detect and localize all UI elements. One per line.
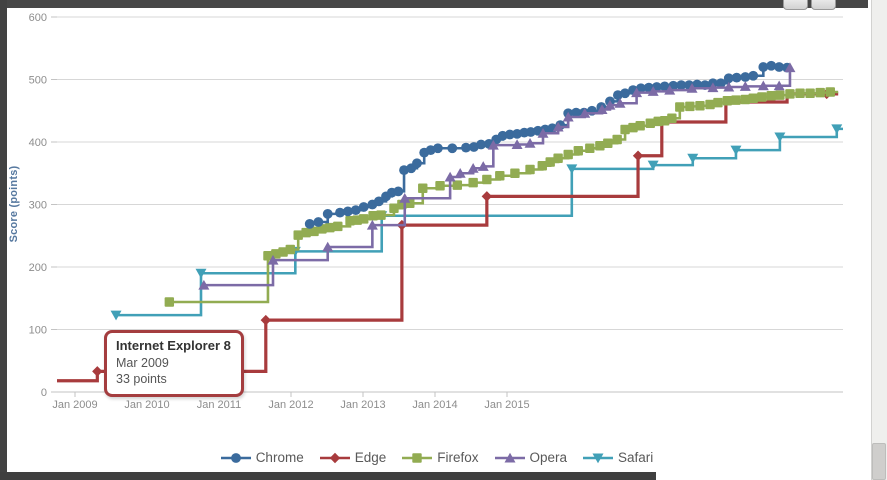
opera-legend-marker-icon xyxy=(494,452,525,462)
legend-label: Opera xyxy=(529,450,568,465)
edge-legend-marker-icon xyxy=(319,452,350,463)
y-axis-title: Score (points) xyxy=(8,165,20,243)
series-opera[interactable] xyxy=(198,62,796,290)
x-tick-label: Jan 2011 xyxy=(197,399,241,411)
window-left-edge xyxy=(0,0,7,480)
window-top-edge xyxy=(0,0,868,8)
series-safari[interactable] xyxy=(110,124,843,321)
tooltip-date: Mar 2009 xyxy=(116,355,169,370)
chart-legend: Chrome Edge Firefox Opera Safari xyxy=(57,450,817,465)
y-tick-label: 0 xyxy=(41,387,47,399)
tooltip-title: Internet Explorer 8 xyxy=(116,338,231,353)
tooltip-value: 33 points xyxy=(116,372,167,387)
y-tick-label: 100 xyxy=(29,325,47,337)
safari-legend-marker-icon xyxy=(583,453,614,463)
x-tick-label: Jan 2013 xyxy=(340,399,385,411)
y-tick-label: 400 xyxy=(29,137,47,149)
legend-item-opera[interactable]: Opera xyxy=(494,450,568,465)
x-tick-label: Jan 2014 xyxy=(412,399,457,411)
series-firefox[interactable] xyxy=(164,87,839,307)
x-tick-label: Jan 2015 xyxy=(484,399,529,411)
x-tick-label: Jan 2009 xyxy=(52,399,97,411)
series-edge[interactable] xyxy=(57,88,839,383)
y-tick-label: 500 xyxy=(29,75,47,87)
series-chrome[interactable] xyxy=(304,60,792,229)
chrome-legend-marker-icon xyxy=(220,452,251,463)
toolbar-button-2[interactable] xyxy=(811,0,836,10)
legend-item-edge[interactable]: Edge xyxy=(319,450,387,465)
y-tick-label: 600 xyxy=(29,12,47,24)
legend-item-chrome[interactable]: Chrome xyxy=(220,450,304,465)
scrollbar-thumb[interactable] xyxy=(872,443,886,480)
x-tick-label: Jan 2012 xyxy=(268,399,313,411)
firefox-legend-marker-icon xyxy=(402,452,433,463)
y-tick-label: 200 xyxy=(29,262,47,274)
legend-label: Safari xyxy=(618,450,654,465)
legend-label: Edge xyxy=(354,450,387,465)
legend-item-safari[interactable]: Safari xyxy=(583,450,653,465)
toolbar-button-1[interactable] xyxy=(783,0,808,10)
legend-label: Chrome xyxy=(255,450,304,465)
y-tick-label: 300 xyxy=(29,200,47,212)
vertical-scrollbar[interactable] xyxy=(871,0,887,480)
window-bottom-edge xyxy=(0,472,656,480)
legend-label: Firefox xyxy=(437,450,479,465)
data-tooltip: Internet Explorer 8 Mar 2009 33 points xyxy=(104,330,244,398)
legend-item-firefox[interactable]: Firefox xyxy=(402,450,479,465)
x-tick-label: Jan 2010 xyxy=(124,399,169,411)
